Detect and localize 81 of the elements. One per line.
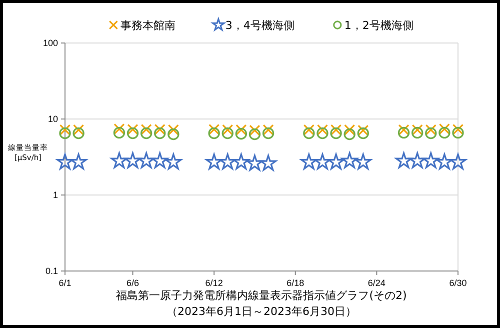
point bbox=[412, 126, 424, 139]
legend-label: 事務本館南 bbox=[120, 19, 176, 32]
point bbox=[113, 126, 126, 139]
point bbox=[450, 154, 466, 170]
point bbox=[354, 154, 372, 170]
point bbox=[208, 124, 220, 135]
point bbox=[452, 124, 464, 135]
point bbox=[219, 154, 236, 170]
point bbox=[248, 128, 261, 140]
point bbox=[154, 127, 166, 140]
point bbox=[425, 127, 437, 140]
point bbox=[208, 127, 220, 140]
point bbox=[152, 152, 168, 168]
point bbox=[330, 124, 342, 136]
point bbox=[262, 127, 274, 140]
point bbox=[438, 123, 450, 134]
point bbox=[168, 128, 180, 140]
x-tick-label: 6/12 bbox=[205, 278, 223, 288]
point bbox=[168, 124, 179, 136]
y-tick-label: 100 bbox=[42, 38, 58, 48]
x-tick-label: 6/6 bbox=[126, 278, 140, 288]
point bbox=[303, 124, 314, 136]
point bbox=[357, 127, 369, 140]
point bbox=[127, 124, 138, 135]
point bbox=[398, 124, 410, 136]
point bbox=[398, 126, 410, 139]
point bbox=[300, 154, 318, 170]
point bbox=[316, 124, 328, 136]
y-tick-label: 0.1 bbox=[45, 266, 58, 276]
point bbox=[330, 127, 342, 140]
point bbox=[70, 154, 87, 170]
point bbox=[344, 128, 356, 140]
legend-label: 3，4号機海側 bbox=[225, 19, 294, 32]
x-tick-label: 6/24 bbox=[368, 278, 386, 288]
point bbox=[452, 126, 464, 139]
point bbox=[303, 127, 315, 140]
point bbox=[422, 152, 440, 168]
point bbox=[344, 124, 356, 136]
point bbox=[114, 123, 125, 134]
point bbox=[59, 127, 71, 140]
point bbox=[56, 154, 74, 170]
legend-label: 1，2号機海側 bbox=[344, 19, 414, 32]
point bbox=[409, 152, 426, 168]
point bbox=[206, 154, 222, 170]
point bbox=[249, 124, 260, 136]
point bbox=[165, 154, 182, 170]
point bbox=[262, 124, 274, 136]
point bbox=[236, 124, 247, 136]
x-tick-label: 6/1 bbox=[58, 278, 72, 288]
point bbox=[124, 152, 142, 168]
point bbox=[316, 127, 328, 140]
point bbox=[425, 124, 436, 136]
text: 福島第一原子力発電所構内線量表示器指示値グラフ(その2) bbox=[116, 289, 407, 302]
point bbox=[222, 127, 234, 140]
y-tick-label: 10 bbox=[48, 114, 58, 124]
point bbox=[358, 124, 369, 136]
point bbox=[235, 128, 248, 140]
point bbox=[222, 124, 234, 136]
point bbox=[73, 124, 84, 136]
point bbox=[72, 127, 84, 140]
point bbox=[140, 127, 152, 140]
point bbox=[395, 152, 412, 168]
point bbox=[59, 124, 71, 136]
point bbox=[138, 152, 155, 168]
point bbox=[126, 127, 139, 140]
point bbox=[260, 154, 277, 171]
y-tick-label: 1 bbox=[52, 190, 58, 200]
x-tick-label: 6/30 bbox=[449, 278, 467, 288]
point bbox=[246, 154, 264, 171]
point bbox=[438, 126, 450, 139]
point bbox=[140, 124, 152, 135]
point bbox=[436, 154, 453, 170]
point bbox=[314, 154, 331, 170]
text: （2023年6月1日～2023年6月30日） bbox=[166, 305, 356, 318]
point bbox=[154, 124, 166, 135]
point bbox=[412, 124, 423, 136]
point bbox=[232, 154, 250, 170]
point bbox=[341, 152, 358, 168]
point bbox=[328, 154, 344, 170]
point bbox=[110, 152, 128, 168]
x-tick-label: 6/18 bbox=[286, 278, 304, 288]
